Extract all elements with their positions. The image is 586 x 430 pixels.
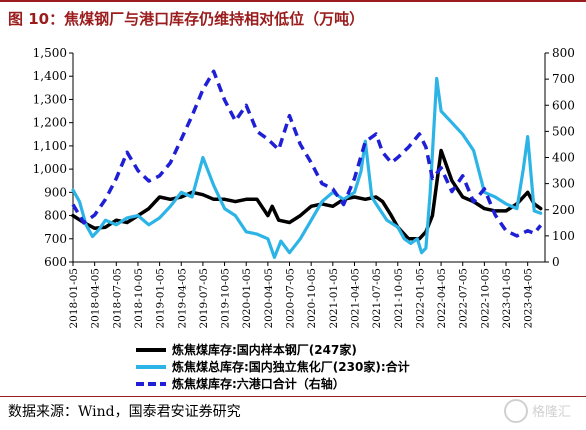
right-tick-label: 600 [552,98,575,112]
x-tick-label: 2021-01-05 [328,268,340,329]
series-coking-plants-line [71,76,543,259]
right-tick-label: 400 [552,151,575,165]
series-six-ports-line [71,69,543,238]
chart-series [71,69,543,259]
x-tick-label: 2022-04-05 [436,268,448,329]
right-tick-label: 200 [552,203,575,217]
right-tick-label: 300 [552,177,575,191]
x-tick-label: 2018-07-05 [111,268,123,329]
x-tick-label: 2019-10-05 [220,268,232,329]
right-tick-label: 800 [552,46,575,60]
x-tick-label: 2021-10-05 [393,268,405,329]
right-tick-label: 700 [552,72,575,86]
left-tick-label: 700 [44,232,67,246]
x-tick-label: 2023-04-05 [523,268,535,329]
x-tick-label: 2020-01-05 [241,268,253,329]
x-tick-label: 2020-04-05 [263,268,275,329]
x-tick-label: 2023-01-05 [501,268,513,329]
figure-title-bar: 图 10：焦煤钢厂与港口库存仍维持相对低位（万吨） [0,0,586,34]
line-chart: 600 700 800 900 1,000 1,100 1,200 1,300 1,400 1,5… [33,46,575,391]
left-tick-label: 1,400 [33,69,67,83]
chart-legend: 炼焦煤库存:国内样本钢厂(247家) 炼焦煤总库存:国内独立焦化厂(230家):合… [136,342,410,391]
x-tick-label: 2018-04-05 [90,268,102,329]
left-tick-label: 600 [44,255,67,269]
x-tick-label: 2022-01-05 [414,268,426,329]
x-tick-label: 2020-07-05 [285,268,297,329]
x-tick-label: 2019-07-05 [198,268,210,329]
legend-label: 炼焦煤库存:国内样本钢厂(247家) [172,342,357,357]
watermark-logo: 格隆汇 [504,399,571,423]
left-tick-label: 900 [44,185,67,199]
right-tick-label: 0 [552,255,560,269]
left-tick-label: 1,000 [33,162,67,176]
right-tick-label: 500 [552,124,575,138]
series-steel-mills-line [71,148,543,241]
left-tick-label: 1,200 [33,116,67,130]
footer-divider [0,396,586,397]
right-tick-label: 100 [552,229,575,243]
x-tick-label: 2018-01-05 [68,268,80,329]
left-tick-label: 1,300 [33,92,67,106]
watermark-text: 格隆汇 [532,404,571,420]
x-tick-label: 2021-07-05 [371,268,383,329]
x-tick-label: 2022-10-05 [479,268,491,329]
chart-ticks: 600 700 800 900 1,000 1,100 1,200 1,300 1,400 1,5… [33,46,575,329]
x-tick-label: 2018-10-05 [133,268,145,329]
source-note: 数据来源：Wind，国泰君安证券研究 [8,404,241,420]
x-tick-label: 2019-01-05 [155,268,167,329]
legend-label: 炼焦煤库存:六港口合计（右轴） [172,376,345,391]
x-tick-label: 2019-04-05 [176,268,188,329]
left-tick-label: 1,500 [33,46,67,60]
legend-label: 炼焦煤总库存:国内独立焦化厂(230家):合计 [172,359,410,374]
left-tick-label: 1,100 [33,139,67,153]
x-tick-label: 2021-04-05 [349,268,361,329]
left-tick-label: 800 [44,209,67,223]
figure-title: 图 10：焦煤钢厂与港口库存仍维持相对低位（万吨） [8,10,365,28]
x-tick-label: 2022-07-05 [458,268,470,329]
x-tick-label: 2020-10-05 [306,268,318,329]
